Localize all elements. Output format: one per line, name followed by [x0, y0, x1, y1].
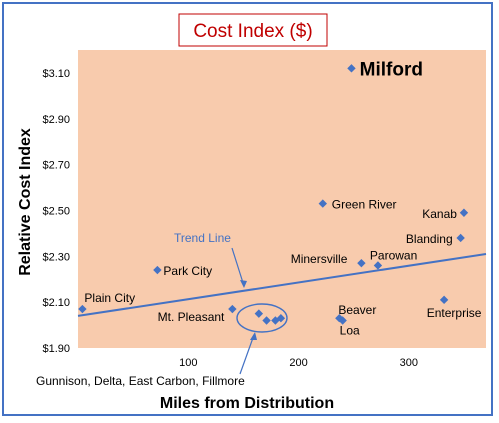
x-axis-title: Miles from Distribution: [160, 395, 334, 412]
y-tick-label: $1.90: [42, 343, 70, 355]
point-label: Beaver: [338, 303, 376, 317]
cluster-callout: Gunnison, Delta, East Carbon, Fillmore: [36, 374, 245, 388]
point-label: Parowan: [370, 248, 417, 262]
chart-frame: Cost Index ($) Relative Cost Index Miles…: [2, 2, 493, 416]
trend-line-callout: Trend Line: [174, 231, 231, 245]
y-tick-label: $3.10: [42, 68, 70, 80]
point-label: Minersville: [291, 252, 348, 266]
point-label: Green River: [332, 198, 397, 212]
data-point: [338, 316, 347, 325]
point-label: Loa: [340, 323, 360, 337]
data-point: [153, 265, 162, 275]
cluster-callout-arrow: [239, 334, 255, 375]
chart-title: Cost Index ($): [193, 21, 312, 42]
y-axis-title: Relative Cost Index: [17, 128, 34, 276]
plot-area: [78, 50, 486, 348]
point-label: Park City: [163, 264, 212, 278]
data-point: [456, 233, 465, 243]
y-tick-label: $2.50: [42, 205, 70, 217]
data-point: [347, 64, 356, 73]
data-point: [357, 258, 366, 268]
y-tick-label: $2.10: [42, 297, 70, 309]
data-point: [276, 314, 286, 323]
trend-line: [77, 253, 487, 317]
point-label: Plain City: [84, 291, 135, 305]
data-point: [78, 304, 87, 314]
data-point: [439, 295, 449, 305]
y-tick-label: $2.70: [42, 160, 70, 172]
x-tick-label: 100: [179, 357, 197, 369]
data-point: [228, 304, 237, 314]
trend-callout-arrowhead: [240, 280, 247, 288]
x-tick-label: 300: [400, 357, 418, 369]
title-box: [178, 13, 328, 47]
point-label: Enterprise: [427, 306, 482, 320]
data-point: [262, 316, 271, 325]
point-label: Mt. Pleasant: [158, 310, 225, 324]
scatter-chart: Cost Index ($) Relative Cost Index Miles…: [17, 13, 487, 412]
point-label: Milford: [360, 59, 423, 80]
data-point: [318, 199, 327, 208]
data-point: [459, 208, 469, 217]
cluster-callout-arrowhead: [250, 332, 257, 340]
x-tick-label: 200: [289, 357, 307, 369]
data-point: [373, 261, 383, 270]
point-label: Blanding: [406, 232, 453, 246]
y-tick-label: $2.30: [42, 251, 70, 263]
trend-callout-arrow: [231, 247, 245, 287]
y-tick-label: $2.90: [42, 114, 70, 126]
data-point: [254, 309, 264, 318]
point-label: Kanab: [422, 207, 457, 221]
cluster-ellipse: [236, 303, 288, 333]
